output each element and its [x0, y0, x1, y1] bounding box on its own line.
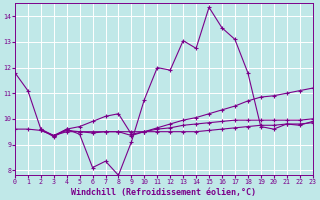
X-axis label: Windchill (Refroidissement éolien,°C): Windchill (Refroidissement éolien,°C) — [71, 188, 256, 197]
